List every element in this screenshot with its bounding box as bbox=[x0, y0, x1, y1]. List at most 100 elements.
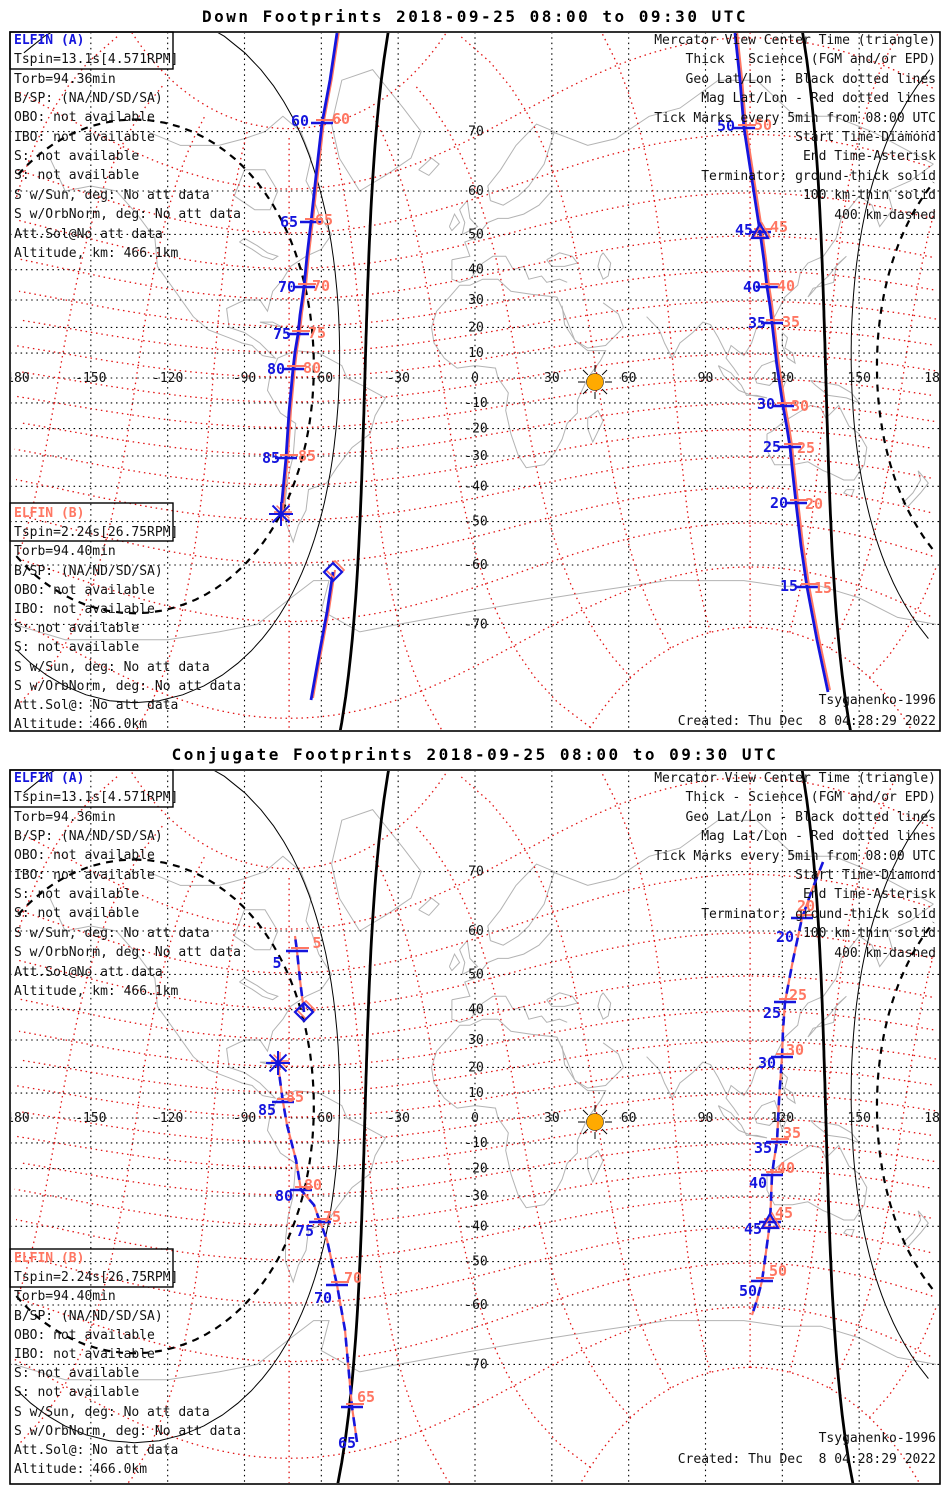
panel1-legend-line-8: 100 km-thin solid bbox=[802, 188, 936, 204]
tick-label-elfin-b: 75 bbox=[323, 1208, 341, 1226]
tick-label-elfin-a: 80 bbox=[267, 360, 285, 378]
panel2-elfin-a-line-0: ELFIN (A) bbox=[14, 771, 85, 786]
panel1-legend-line-1: Thick - Science (FGM and/or EPD) bbox=[685, 52, 936, 68]
tick-label-elfin-a: 60 bbox=[291, 112, 309, 130]
tick-label-elfin-a: 20 bbox=[776, 928, 794, 946]
panel1-elfin-b-box bbox=[9, 502, 174, 542]
svg-text:0: 0 bbox=[471, 371, 479, 386]
svg-text:-20: -20 bbox=[464, 1162, 487, 1177]
panel1-elfin-b-line-0: ELFIN (B) bbox=[14, 506, 85, 521]
tick-label-elfin-b: 40 bbox=[777, 1159, 795, 1177]
tick-label-elfin-b: 20 bbox=[805, 495, 823, 513]
panel2-legend-line-6: End Time-Asterisk bbox=[802, 887, 936, 903]
svg-text:40: 40 bbox=[468, 1003, 484, 1018]
panel1-elfin-a-line-1: Tspin=13.1s[4.571RPM] bbox=[14, 52, 179, 68]
tick-label-elfin-b: 65 bbox=[357, 1388, 375, 1406]
panel1-grid-labels: -180 -150 -120 -90 -60 -30 0 30 60 90 120 150 180 70 6… bbox=[0, 125, 939, 633]
panel1-terminator bbox=[15, 33, 935, 730]
tick-label-elfin-b: 25 bbox=[797, 439, 815, 457]
svg-text:60: 60 bbox=[468, 924, 484, 939]
svg-text:70: 70 bbox=[468, 125, 484, 140]
panel2-legend-line-4: Tick Marks every 5min from 08:00 UTC bbox=[654, 848, 936, 864]
svg-text:-40: -40 bbox=[464, 1219, 487, 1234]
svg-text:120: 120 bbox=[771, 1111, 794, 1126]
asterisk-marker bbox=[271, 504, 291, 524]
panel2-elfin-b-line-7: S: not available bbox=[14, 1385, 140, 1401]
tick-label-elfin-a: 75 bbox=[296, 1222, 314, 1240]
panel1-geo-grid bbox=[11, 33, 939, 730]
svg-text:60: 60 bbox=[468, 184, 484, 199]
svg-text:-60: -60 bbox=[310, 1111, 333, 1126]
svg-text:-30: -30 bbox=[386, 371, 409, 386]
panel1-elfin-a-line-2: Torb=94.36min bbox=[14, 71, 116, 87]
svg-text:-150: -150 bbox=[75, 371, 106, 386]
tick-label-elfin-b: 45 bbox=[775, 1204, 793, 1222]
panel2-elfin-a-line-5: IBO: not available bbox=[14, 867, 155, 883]
panel2-geo-grid bbox=[11, 771, 939, 1483]
svg-text:60: 60 bbox=[621, 1111, 637, 1126]
svg-text:-10: -10 bbox=[464, 396, 487, 411]
tick-label-elfin-a: 30 bbox=[758, 1054, 776, 1072]
panel1-elfin-a-line-5: IBO: not available bbox=[14, 129, 155, 145]
panel2-elfin-b-line-2: Torb=94.40min bbox=[14, 1289, 116, 1305]
svg-text:-40: -40 bbox=[464, 479, 487, 494]
panel1-map: -180 -150 -120 -90 -60 -30 0 30 60 90 120 150 180706… bbox=[0, 33, 939, 730]
tick-label-elfin-a: 45 bbox=[735, 221, 753, 239]
tick-label-elfin-a: 65 bbox=[338, 1434, 356, 1452]
panel1-elfin-a-line-9: S w/OrbNorm, deg: No att data bbox=[14, 207, 241, 223]
panel2-elfin-a-line-3: B/SP: (NA/ND/SD/SA) bbox=[14, 829, 163, 845]
tick-label-elfin-b: 25 bbox=[789, 986, 807, 1004]
panel1-legend-line-3: Mag Lat/Lon - Red dotted lines bbox=[701, 91, 936, 107]
svg-text:70: 70 bbox=[468, 865, 484, 880]
svg-text:30: 30 bbox=[544, 371, 560, 386]
tick-label-elfin-b: 30 bbox=[791, 397, 809, 415]
svg-text:-120: -120 bbox=[152, 1111, 183, 1126]
svg-text:20: 20 bbox=[468, 320, 484, 335]
tick-label-elfin-a: 15 bbox=[780, 577, 798, 595]
tick-label-elfin-a: 5 bbox=[272, 954, 281, 972]
svg-text:-180: -180 bbox=[0, 371, 30, 386]
panel1-elfin-b-line-4: OBO: not available bbox=[14, 582, 155, 598]
panel2-elfin-b-line-6: S: not available bbox=[14, 1366, 140, 1382]
tick-label-elfin-b: 75 bbox=[308, 324, 326, 342]
panel2-elfin-b-line-10: Att.Sol@: No att data bbox=[14, 1443, 179, 1458]
panel1-legend-line-5: Start Time-Diamond bbox=[795, 130, 936, 145]
panel1-model-credit: Tsyganenko-1996 bbox=[818, 693, 936, 708]
panel2-created-credit: Created: Thu Dec 8 04:28:29 2022 bbox=[677, 1452, 936, 1467]
panel2-grid-labels: -180 -150 -120 -90 -60 -30 0 30 60 90 120 150 180 70 6… bbox=[11, 865, 939, 1373]
panel1-elfin-b-line-3: B/SP: (NA/ND/SD/SA) bbox=[14, 563, 163, 579]
panel2-mag-grid bbox=[14, 771, 937, 1483]
panel1-elfin-a-line-7: S: not available bbox=[14, 168, 140, 184]
panel1-legend-line-2: Geo Lat/Lon - Black dotted lines bbox=[685, 71, 936, 87]
panel2-elfin-a-line-2: Torb=94.36min bbox=[14, 809, 116, 825]
tick-label-elfin-b: 70 bbox=[312, 277, 330, 295]
tick-label-elfin-a: 20 bbox=[770, 494, 788, 512]
tick-label-elfin-b: 65 bbox=[315, 211, 333, 229]
panel1-legend-line-4: Tick Marks every 5min from 08:00 UTC bbox=[654, 110, 936, 126]
panel2-elfin-a-line-8: S w/Sun, deg: No att data bbox=[14, 925, 210, 941]
panel2-title: Conjugate Footprints 2018-09-25 08:00 to… bbox=[171, 745, 779, 764]
tick-label-elfin-a: 85 bbox=[262, 449, 280, 467]
svg-text:50: 50 bbox=[468, 967, 484, 982]
panel1-title: Down Footprints 2018-09-25 08:00 to 09:3… bbox=[202, 7, 748, 26]
tick-label-elfin-b: 15 bbox=[814, 579, 832, 597]
panel2-elfin-b-line-3: B/SP: (NA/ND/SD/SA) bbox=[14, 1308, 163, 1324]
panel1-elfin-b-line-8: S w/Sun, deg: No att data bbox=[14, 659, 210, 675]
svg-text:-60: -60 bbox=[310, 371, 333, 386]
svg-text:-30: -30 bbox=[386, 1111, 409, 1126]
panel2-frame bbox=[9, 769, 941, 1485]
panel1-track-2: 50 50 45 45 40 40 35 35 30 30 25 25 20 20 15 15 bbox=[717, 33, 832, 693]
svg-text:-60: -60 bbox=[464, 558, 487, 573]
panel1-elfin-a-box bbox=[9, 31, 174, 70]
tick-label-elfin-a: 50 bbox=[717, 117, 735, 135]
panel2-elfin-a-box bbox=[9, 769, 174, 808]
sun-icon bbox=[578, 365, 612, 399]
panel1-elfin-b-line-11: Altitude: 466.0km bbox=[14, 717, 148, 733]
panel1-mag-grid bbox=[14, 33, 937, 730]
tick-label-elfin-a: 70 bbox=[278, 278, 296, 296]
panel2-elfin-a-line-4: OBO: not available bbox=[14, 848, 155, 864]
panel2-legend-line-9: 400 km-dashed bbox=[834, 945, 936, 961]
svg-text:150: 150 bbox=[847, 371, 870, 386]
